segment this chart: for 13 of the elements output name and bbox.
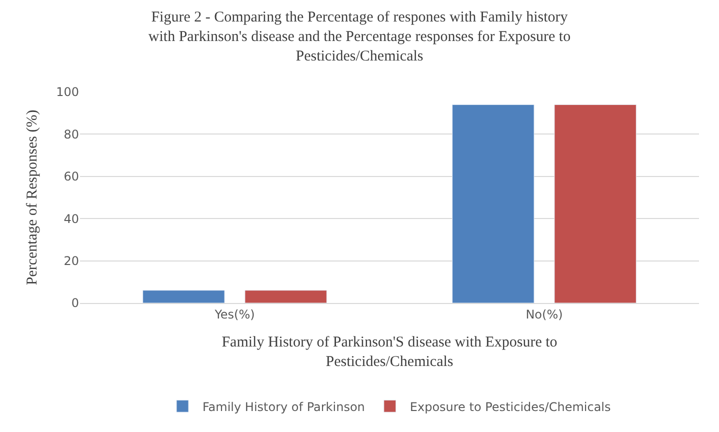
x-tick-label: No(%) bbox=[526, 307, 563, 322]
legend-label: Family History of Parkinson bbox=[202, 400, 365, 414]
y-tick-label: 80 bbox=[64, 127, 79, 142]
y-tick-label: 0 bbox=[71, 296, 79, 310]
chart-title: Figure 2 - Comparing the Percentage of respones with Family history with Parkinson's disease and the Percentage responses for Exposure to Pesticides/Chemicals bbox=[148, 10, 571, 65]
y-tick-label: 60 bbox=[64, 170, 79, 184]
x-tick-label: Yes(%) bbox=[214, 307, 255, 322]
y-axis-title: Percentage of Responses (%) bbox=[24, 110, 40, 286]
y-tick-label: 100 bbox=[56, 85, 79, 100]
legend-label: Exposure to Pesticides/Chemicals bbox=[410, 400, 611, 414]
y-tick-label: 40 bbox=[64, 212, 79, 226]
y-tick-label: 20 bbox=[64, 254, 79, 268]
x-axis-title: Family History of Parkinson'S disease with Exposure to Pesticides/Chemicals bbox=[222, 334, 558, 370]
